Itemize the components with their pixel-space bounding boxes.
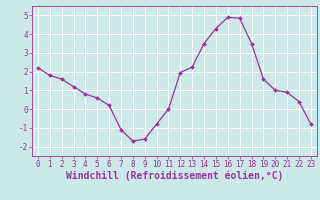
X-axis label: Windchill (Refroidissement éolien,°C): Windchill (Refroidissement éolien,°C) (66, 171, 283, 181)
